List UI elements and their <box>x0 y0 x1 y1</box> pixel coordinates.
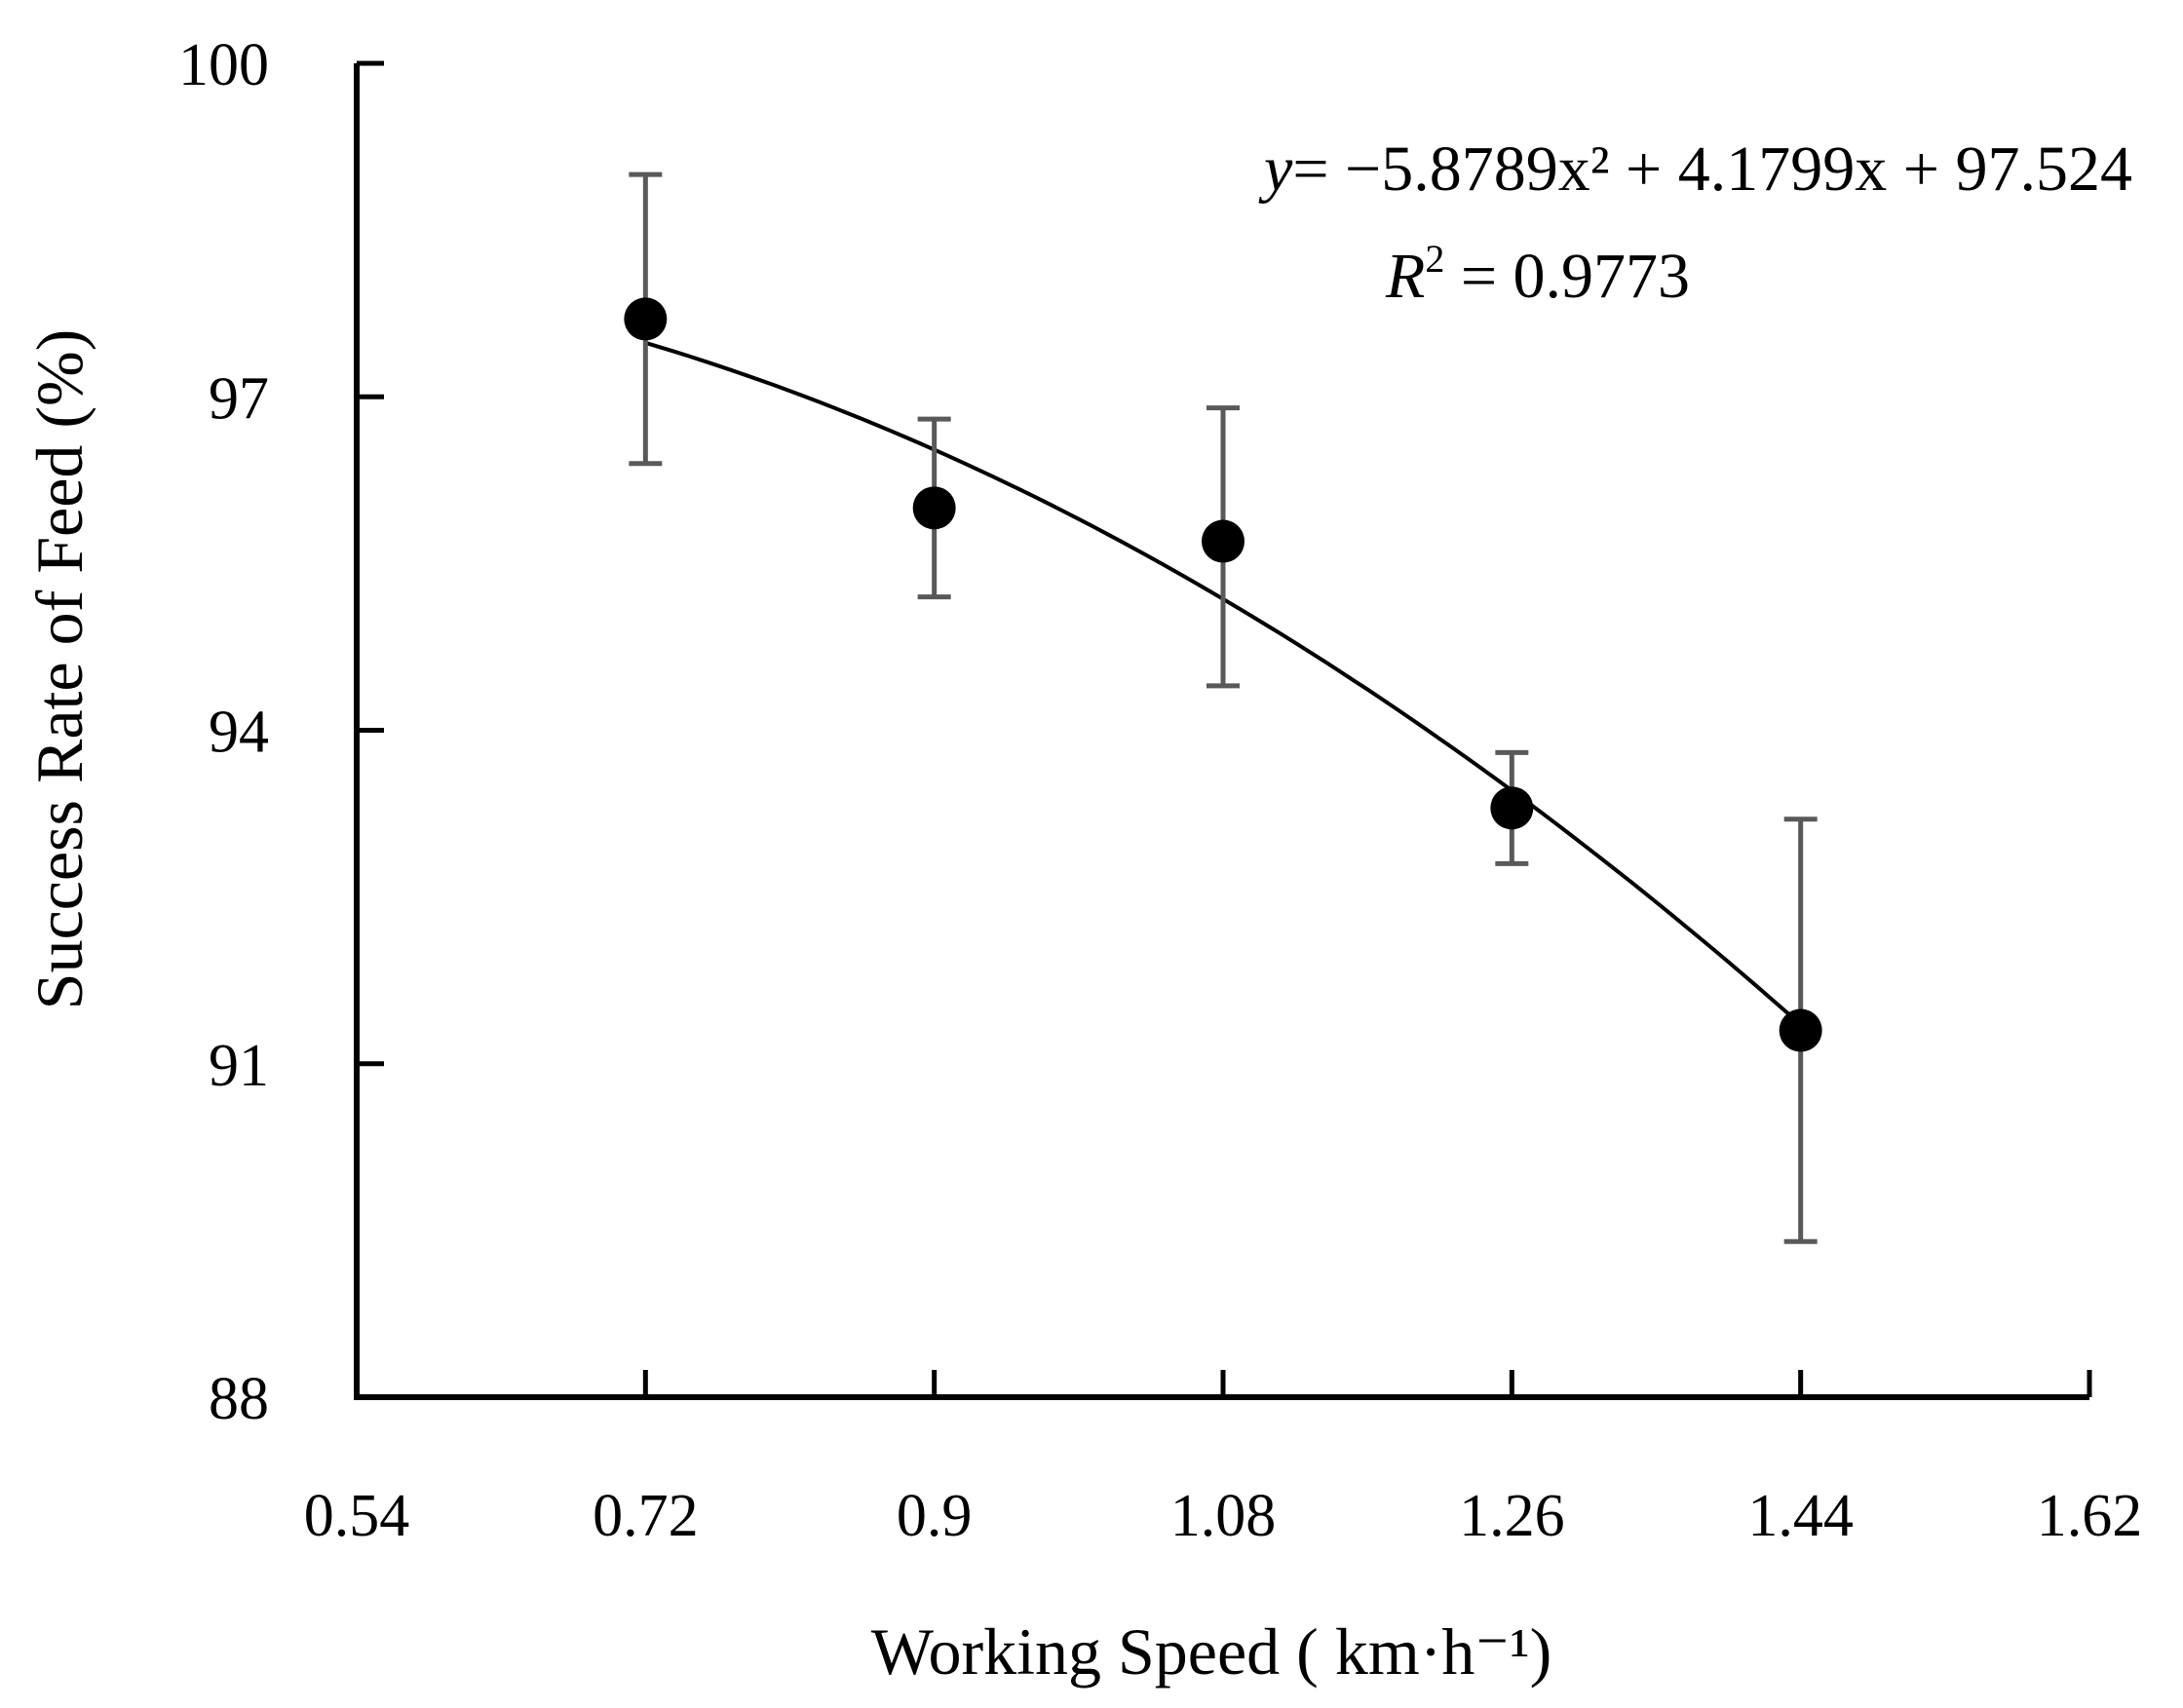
y-tick-label: 94 <box>209 700 269 766</box>
x-tick-label: 0.72 <box>593 1483 699 1549</box>
y-tick-label: 88 <box>209 1366 269 1432</box>
data-point <box>1490 786 1534 830</box>
data-point <box>1779 1008 1822 1052</box>
x-tick-label: 0.54 <box>304 1483 410 1549</box>
y-axis-title: Success Rate of Feed (%) <box>22 329 96 1010</box>
axes <box>354 60 2092 1400</box>
error-bars <box>629 171 1818 1244</box>
equation-body: = −5.8789x² + 4.1799x + 97.524 <box>1292 133 2132 205</box>
x-tick-label: 1.62 <box>2037 1483 2143 1549</box>
data-markers <box>624 297 1822 1052</box>
r-squared-value: = 0.9773 <box>1444 241 1690 312</box>
x-tick-label: 1.08 <box>1170 1483 1277 1549</box>
equation-annotation: y= −5.8789x² + 4.1799x + 97.524 <box>1258 133 2132 205</box>
x-axis-title: Working Speed ( km·h⁻¹) <box>871 1614 1552 1689</box>
y-tick-label: 100 <box>178 32 269 98</box>
tick-labels: 0.54 0.72 0.9 1.08 1.26 1.44 1.62 88 91 94 97 100 <box>178 32 2142 1549</box>
data-point <box>912 486 956 530</box>
data-point <box>624 297 668 341</box>
equation-y: y <box>1258 133 1293 205</box>
data-point <box>1202 519 1245 563</box>
x-tick-label: 1.26 <box>1459 1483 1565 1549</box>
r-squared-superscript: 2 <box>1425 237 1444 281</box>
y-tick-label: 91 <box>209 1033 269 1099</box>
r-squared-label: R <box>1385 241 1425 312</box>
y-tick-label: 97 <box>209 365 269 432</box>
x-tick-label: 1.44 <box>1747 1483 1854 1549</box>
x-tick-label: 0.9 <box>897 1483 973 1549</box>
r-squared-annotation: R2 = 0.9773 <box>1385 237 1690 312</box>
